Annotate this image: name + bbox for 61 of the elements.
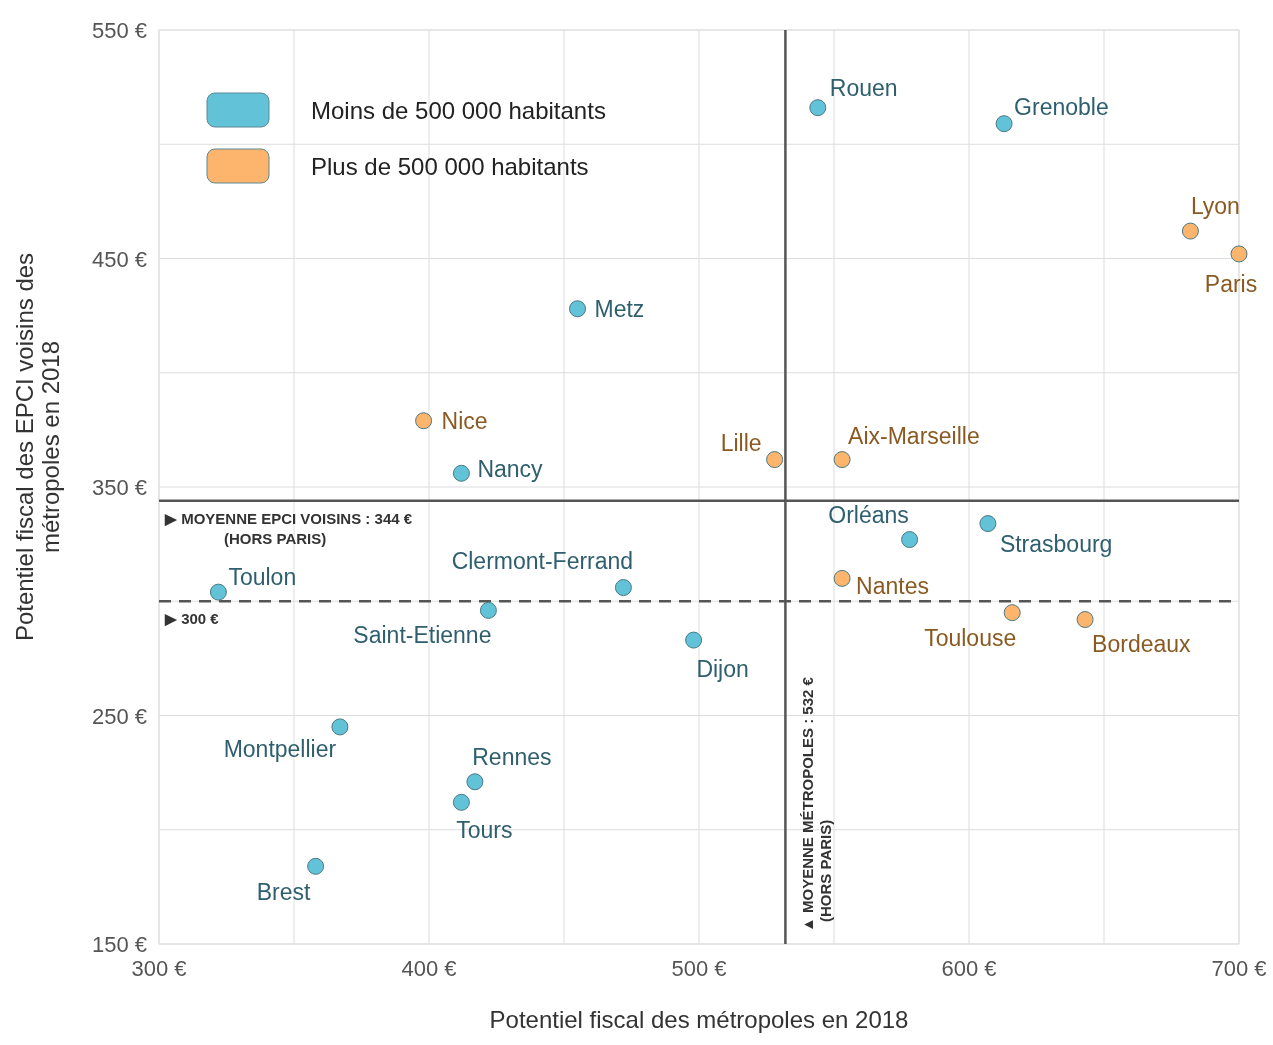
point <box>833 569 851 587</box>
point <box>452 464 470 482</box>
point <box>569 300 586 318</box>
annotation: Aix-Marseille <box>848 422 980 449</box>
point <box>809 99 827 117</box>
point <box>1181 222 1199 240</box>
point <box>452 793 470 811</box>
point <box>833 451 851 469</box>
point <box>901 531 919 549</box>
annotation: Montpellier <box>223 735 337 762</box>
annotation: Lille <box>720 429 762 456</box>
x-axis-title: Potentiel fiscal des métropoles en 2018 <box>489 1006 909 1033</box>
x-tick-label: 300 € <box>131 956 187 981</box>
annotation: Nice <box>441 407 488 434</box>
x-tick-label: 400 € <box>401 956 457 981</box>
point <box>415 412 433 430</box>
y-tick-label: 550 € <box>91 18 147 43</box>
annotation: Rennes <box>472 743 552 770</box>
annotation: Nantes <box>856 573 929 600</box>
annotation: Tours <box>456 817 513 844</box>
annotation: Toulon <box>228 564 297 591</box>
point <box>1076 611 1094 629</box>
annotation: Clermont-Ferrand <box>451 547 634 574</box>
x-tick-label: 600 € <box>941 956 997 981</box>
annotation: Orléans <box>828 501 909 528</box>
annotation: Rouen <box>829 74 898 101</box>
y-tick-label: 250 € <box>91 703 147 729</box>
annotation: Nancy <box>477 456 544 483</box>
annotation: Paris <box>1204 270 1258 297</box>
legend-label: Plus de 500 000 habitants <box>311 152 589 180</box>
ref-line-label: ▲ MOYENNE MÉTROPOLES : 532 € (HORS PARIS) <box>799 676 835 932</box>
y-tick-label: 450 € <box>91 246 147 272</box>
point <box>331 718 349 736</box>
y-tick-label: 150 € <box>91 932 147 957</box>
annotation: Toulouse <box>924 624 1017 651</box>
point <box>1003 604 1021 622</box>
annotation: Dijon <box>696 656 749 683</box>
point <box>614 579 632 597</box>
point <box>466 773 484 791</box>
ref-line-label: ▶ MOYENNE EPCI VOISINS : 344 € (HORS PARIS) <box>164 509 413 547</box>
annotation: Saint-Etienne <box>353 622 492 649</box>
point <box>766 451 784 469</box>
point <box>979 515 997 533</box>
legend-label: Moins de 500 000 habitants <box>311 96 606 124</box>
annotation: Lyon <box>1190 193 1240 220</box>
x-tick-label: 500 € <box>671 956 727 981</box>
ref-line-label: ▶ 300 € <box>164 610 220 628</box>
annotation: Strasbourg <box>999 530 1113 557</box>
annotation: Bordeaux <box>1092 630 1192 657</box>
point <box>995 115 1013 133</box>
x-tick-label: 700 € <box>1211 956 1267 981</box>
annotation: Grenoble <box>1014 93 1109 120</box>
point <box>1230 245 1248 263</box>
y-axis-title: Potentiel fiscal des EPCI voisins des métropoles en 2018 <box>11 252 64 642</box>
point <box>685 631 703 649</box>
point <box>479 601 497 619</box>
y-tick-label: 350 € <box>91 475 147 500</box>
annotation: Brest <box>256 879 312 906</box>
annotation: Metz <box>594 295 645 322</box>
point <box>307 857 325 875</box>
point <box>209 583 227 601</box>
